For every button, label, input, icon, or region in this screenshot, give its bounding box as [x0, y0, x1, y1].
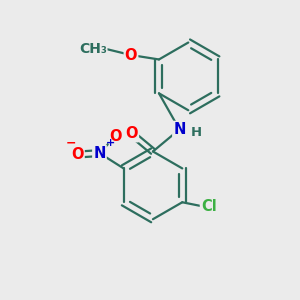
- Text: N: N: [173, 122, 186, 137]
- Text: CH₃: CH₃: [79, 42, 107, 56]
- Text: O: O: [110, 128, 122, 143]
- Text: O: O: [125, 126, 138, 141]
- Text: H: H: [190, 126, 202, 139]
- Text: N: N: [93, 146, 106, 160]
- Text: Cl: Cl: [201, 199, 217, 214]
- Text: O: O: [125, 47, 137, 62]
- Text: +: +: [106, 138, 115, 148]
- Text: O: O: [71, 147, 84, 162]
- Text: −: −: [66, 136, 76, 149]
